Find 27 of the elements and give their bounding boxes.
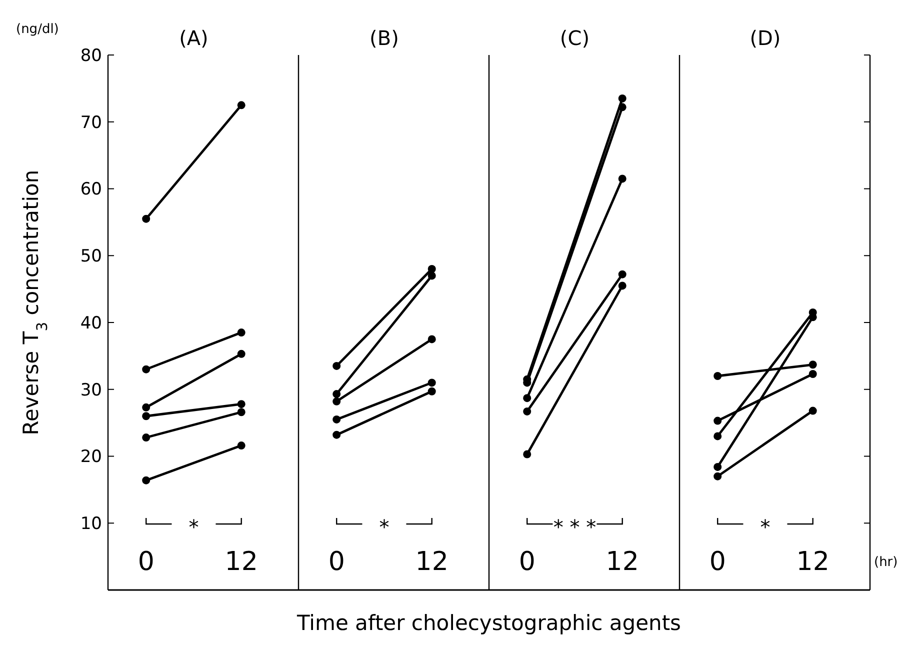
chart-title: (D) bbox=[750, 26, 781, 50]
y-tick-label: 30 bbox=[80, 380, 102, 400]
y-tick-label: 80 bbox=[80, 46, 102, 66]
chart-title: (B) bbox=[370, 26, 399, 50]
annotation: * * * bbox=[553, 515, 596, 539]
y-tick-label: 70 bbox=[80, 112, 102, 133]
x-tick-label: 12 bbox=[796, 547, 830, 577]
x-tick-label: 0 bbox=[328, 547, 345, 577]
x-axis-title: Time after cholecystographic agents bbox=[296, 611, 682, 635]
annotation: * bbox=[760, 515, 770, 539]
x-tick-label: 12 bbox=[415, 547, 448, 577]
x-tick-label: 12 bbox=[606, 547, 639, 577]
annotation: * bbox=[379, 515, 390, 539]
chart-title: (C) bbox=[560, 26, 590, 50]
x-tick-label: 0 bbox=[138, 547, 154, 577]
y-tick-label: 60 bbox=[80, 180, 102, 200]
y-tick-label: 10 bbox=[80, 514, 102, 534]
text: (ng/dl) bbox=[16, 22, 59, 37]
x-tick-label: 0 bbox=[518, 547, 536, 577]
y-tick-label: 40 bbox=[80, 313, 102, 334]
x-tick-label: 12 bbox=[224, 547, 258, 577]
y-tick-label: 20 bbox=[80, 447, 102, 468]
annotation: * bbox=[188, 515, 199, 539]
chart-title: (A) bbox=[179, 26, 208, 50]
y-tick-label: 50 bbox=[80, 246, 102, 267]
x-tick-label: 0 bbox=[709, 547, 726, 577]
text: (hr) bbox=[874, 555, 898, 570]
